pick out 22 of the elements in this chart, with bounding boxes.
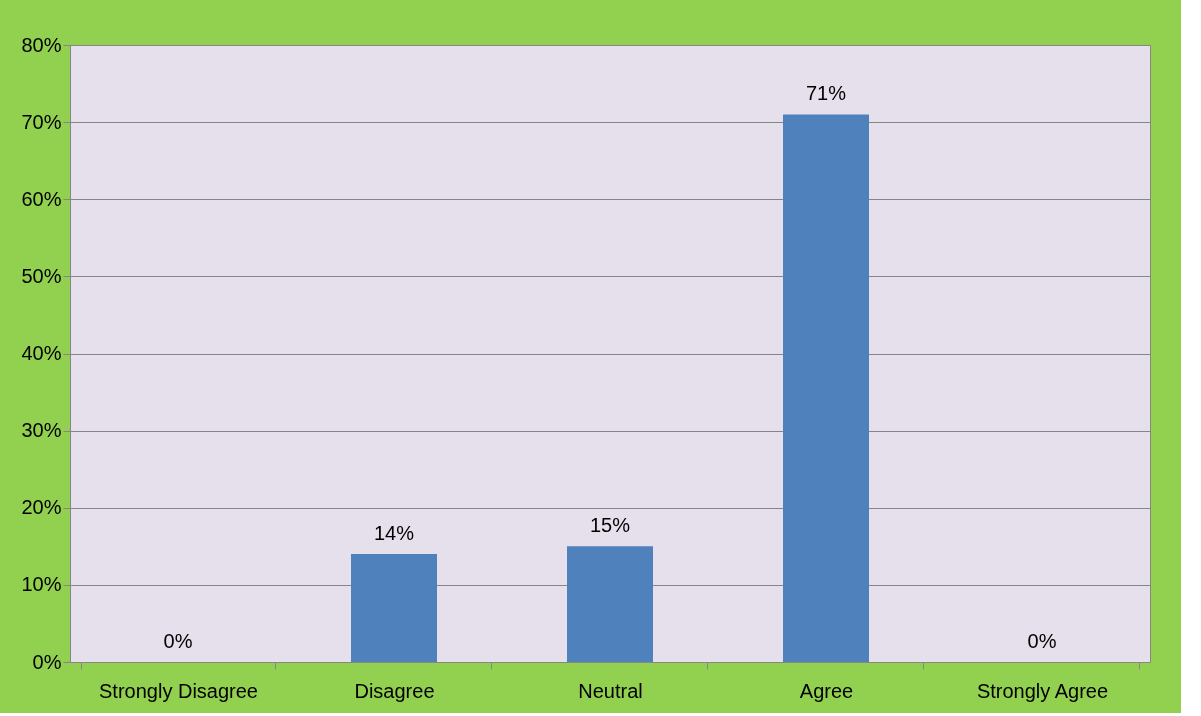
data-label: 14%	[373, 522, 415, 545]
y-tick-label: 10%	[21, 573, 62, 596]
y-tick-label: 20%	[21, 496, 62, 519]
y-tick-label: 70%	[21, 110, 62, 133]
bar	[567, 546, 653, 662]
y-tick-label: 0%	[32, 650, 62, 673]
x-tick-label: Disagree	[354, 679, 435, 702]
x-tick-label: Neutral	[578, 679, 643, 702]
x-tick-label: Strongly Disagree	[99, 679, 258, 702]
data-label: 0%	[163, 630, 193, 652]
bar	[351, 554, 437, 662]
y-tick-label: 80%	[21, 33, 62, 56]
data-label: 0%	[1027, 630, 1057, 652]
y-tick-label: 40%	[21, 342, 62, 364]
x-tick-label: Agree	[799, 679, 854, 702]
y-tick-label: 60%	[21, 187, 62, 210]
x-tick-label: Strongly Agree	[976, 679, 1109, 702]
y-tick-label: 30%	[21, 419, 62, 442]
data-label: 15%	[589, 514, 631, 537]
data-label: 71%	[805, 82, 847, 105]
y-tick-label: 50%	[21, 264, 62, 287]
bar	[783, 114, 869, 662]
